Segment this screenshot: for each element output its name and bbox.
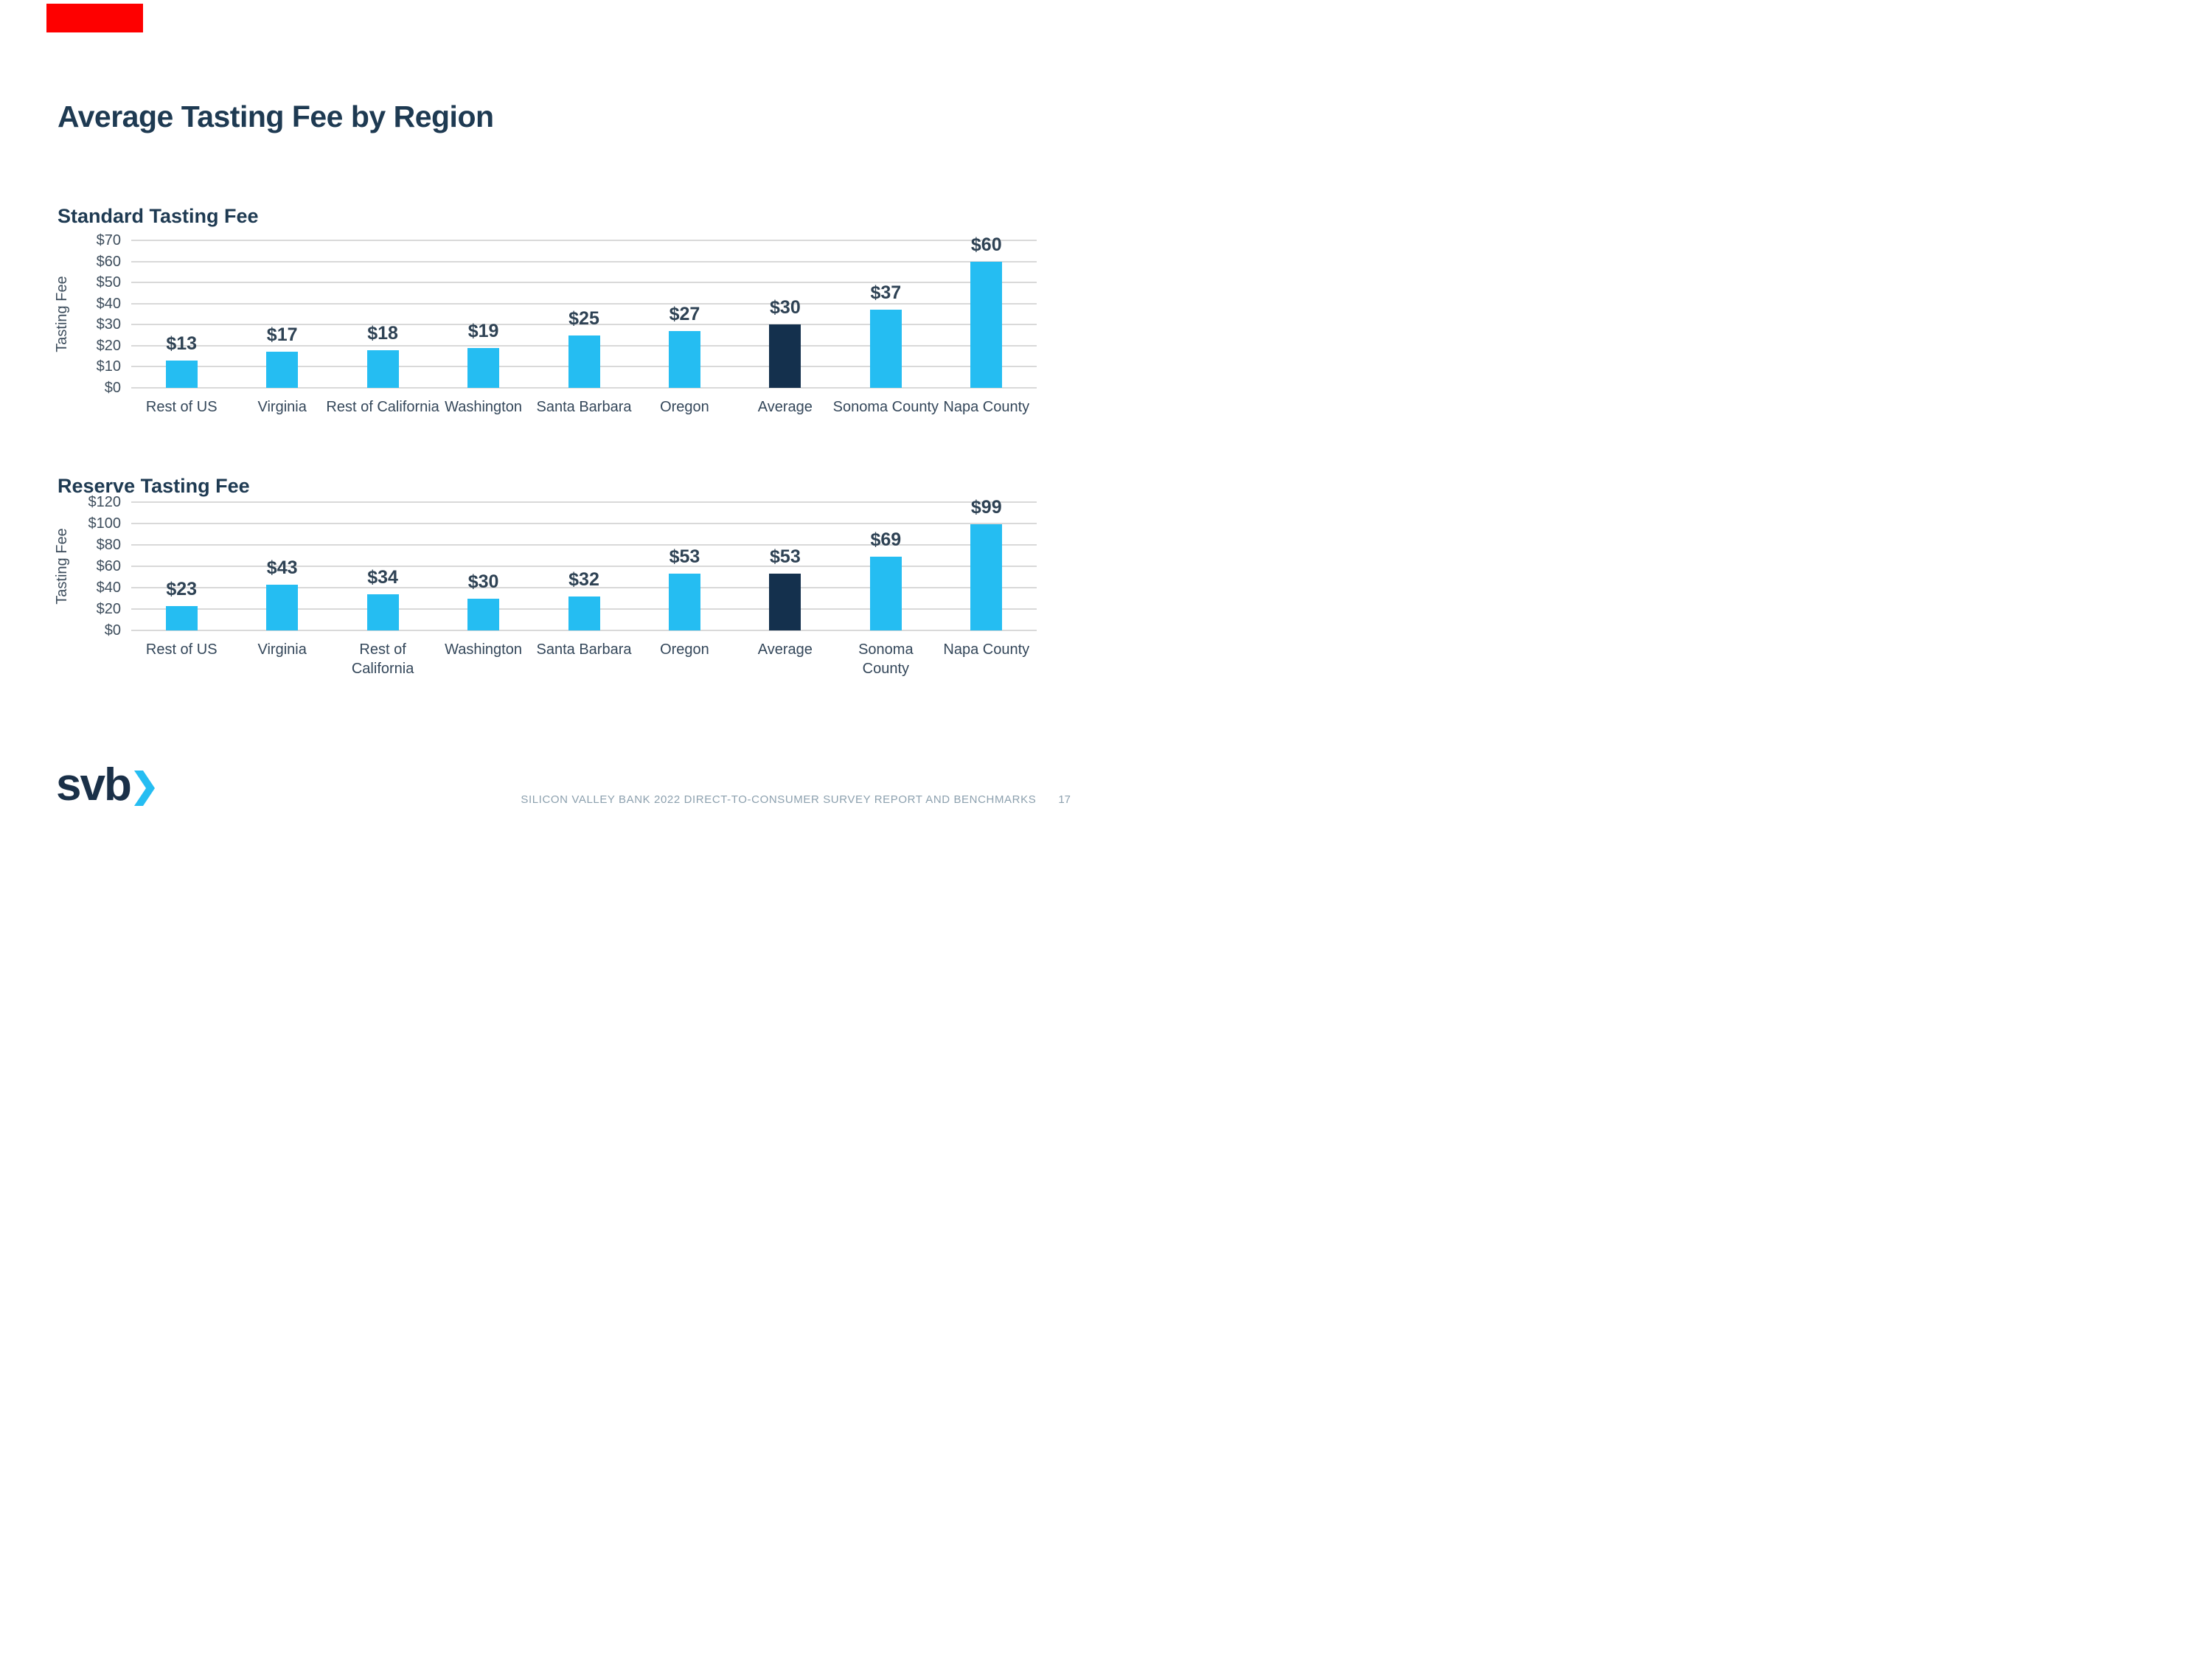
y-axis-ticks: $120 $100 $80 $60 $40 $20 $0 [44,494,122,745]
bar-value-label: $69 [870,529,902,550]
bar [266,584,299,630]
x-category-label: Rest of California [351,641,414,677]
bar [668,574,700,630]
gridline [131,630,1037,631]
svb-chevron-icon [133,771,155,806]
bar-value-label: $13 [166,333,198,354]
bar [970,261,1003,388]
red-corner-mark [46,4,143,32]
x-category-label: Oregon [660,641,709,658]
bar [568,335,600,388]
x-category-label: Napa County [943,399,1030,415]
x-category-label: Virginia [257,399,307,415]
bar-value-label: $25 [568,307,599,329]
chart-subtitle: Reserve Tasting Fee [58,475,250,498]
x-category-label: Sonoma County [858,641,914,677]
y-tick-label: $70 [96,232,121,248]
bar-value-label: $23 [166,578,198,599]
y-tick-label: $30 [96,316,121,333]
gridline [131,544,1037,546]
bar [970,524,1003,630]
x-category-label: Virginia [257,641,307,658]
page-number: 17 [1058,793,1071,806]
x-category-label: Washington [445,641,522,658]
y-tick-label: $20 [96,601,121,617]
bar-value-label: $53 [669,546,700,568]
bar [165,360,198,388]
reserve-tasting-fee-chart: Reserve Tasting Fee Tasting Fee $120 $100… [0,459,1106,702]
bar [366,349,399,388]
bar-value-label: $60 [970,234,1002,255]
gridline [131,302,1037,305]
plot-area: $23 Rest of US $43 Virginia $34 Rest of Calif… [131,497,1037,677]
bar-value-label: $53 [770,546,801,568]
gridline [131,523,1037,524]
x-category-label: Washington [445,399,522,415]
x-category-label: Average [757,641,813,658]
x-category-label: Santa Barbara [536,641,632,658]
bar-value-label: $18 [367,322,398,344]
x-category-label: Rest of California [326,399,439,415]
bar-value-label: $34 [367,566,398,588]
y-tick-label: $80 [96,537,121,553]
bar-value-label: $32 [568,568,599,590]
bar [769,574,801,630]
gridline [131,387,1037,389]
y-tick-label: $120 [88,494,122,510]
chart-subtitle: Standard Tasting Fee [58,205,259,228]
gridline [131,282,1037,284]
x-category-label: Sonoma County [832,399,939,415]
bar [568,596,600,630]
bar-value-label: $27 [669,303,700,324]
bar [467,347,500,388]
standard-tasting-fee-chart: Standard Tasting Fee Tasting Fee $70 $60 $… [0,189,1106,432]
bar-value-label: $19 [467,320,499,341]
y-tick-label: $100 [88,515,122,532]
bar [769,324,801,388]
bar-value-label: $37 [870,282,902,304]
bar-value-label: $30 [467,571,499,592]
gridline [131,587,1037,588]
footer-text: SILICON VALLEY BANK 2022 DIRECT-TO-CONSU… [521,793,1037,806]
bar [266,352,299,388]
gridline [131,566,1037,567]
gridline [131,240,1037,241]
x-category-label: Average [757,399,813,415]
y-tick-label: $0 [104,380,121,396]
x-category-label: Rest of US [145,399,218,415]
svb-logo: svb [56,762,155,808]
bar-value-label: $17 [266,324,298,346]
y-tick-label: $60 [96,558,121,574]
gridline [131,260,1037,262]
page-title: Average Tasting Fee by Region [58,100,494,134]
bar [366,594,399,630]
x-category-label: Napa County [943,641,1030,658]
y-tick-label: $0 [104,622,121,639]
y-tick-label: $40 [96,295,121,312]
bar-value-label: $43 [266,557,298,578]
bar-value-label: $30 [770,297,801,319]
gridline [131,501,1037,503]
y-tick-label: $10 [96,358,121,375]
plot-area: $13 Rest of US $17 Virginia $18 Rest of Calif… [131,234,1037,415]
bar-value-label: $99 [970,497,1002,518]
bar [668,330,700,388]
x-category-label: Oregon [660,399,709,415]
y-tick-label: $50 [96,274,121,291]
y-tick-label: $40 [96,580,121,596]
footer: SILICON VALLEY BANK 2022 DIRECT-TO-CONSU… [521,793,1071,806]
y-tick-label: $20 [96,337,121,354]
gridline [131,324,1037,326]
x-category-label: Santa Barbara [536,399,632,415]
y-axis-ticks: $70 $60 $50 $40 $30 $20 $10 $0 [44,232,121,484]
y-tick-label: $60 [96,253,121,270]
bar [869,310,902,388]
bar [165,605,198,630]
bar [467,598,500,630]
svb-logo-text: svb [56,759,132,810]
x-category-label: Rest of US [145,641,218,658]
bar [869,556,902,630]
